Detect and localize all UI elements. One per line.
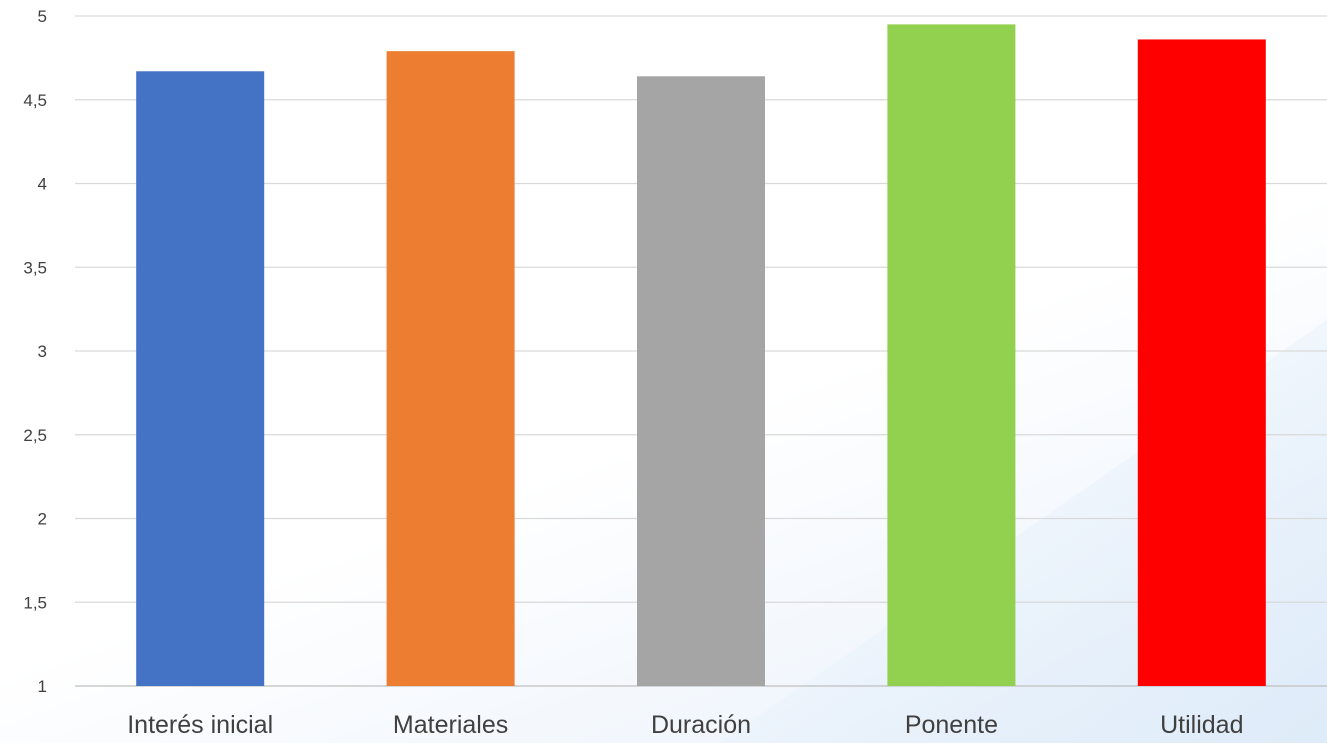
y-tick-label: 4,5: [23, 91, 47, 110]
bar: [386, 51, 515, 687]
bar: [887, 24, 1016, 686]
x-axis-ticks: Interés inicial Materiales Duración Ponente…: [127, 711, 1243, 739]
bar: [637, 76, 765, 687]
y-axis-ticks: 1 1,5 2 2,5 3 3,5 4 4,5 5: [23, 7, 47, 696]
y-tick-label: 1,5: [23, 593, 47, 612]
bar: [1137, 39, 1266, 686]
bars: [136, 24, 1266, 687]
x-tick-label: Ponente: [905, 711, 998, 739]
y-tick-label: 1: [38, 677, 47, 696]
x-tick-label: Interés inicial: [127, 711, 273, 739]
y-tick-label: 2,5: [23, 426, 47, 445]
y-tick-label: 5: [38, 7, 47, 26]
y-tick-label: 2: [38, 510, 47, 529]
y-tick-label: 4: [38, 175, 47, 194]
y-tick-label: 3: [38, 342, 47, 361]
bar: [136, 71, 265, 686]
y-tick-label: 3,5: [23, 258, 47, 277]
x-tick-label: Duración: [651, 711, 751, 739]
x-tick-label: Materiales: [393, 711, 508, 739]
x-tick-label: Utilidad: [1160, 711, 1243, 739]
gridlines: [75, 15, 1327, 687]
